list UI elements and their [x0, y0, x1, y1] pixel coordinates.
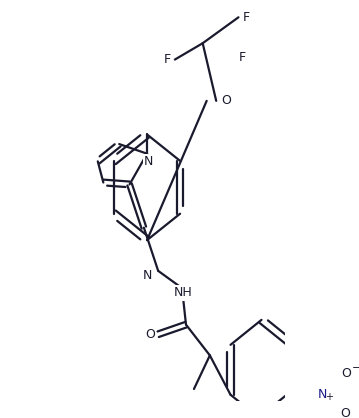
Text: N: N [143, 269, 152, 282]
Text: O: O [340, 408, 350, 418]
Text: NH: NH [174, 286, 193, 299]
Text: +: + [325, 392, 333, 402]
Text: N: N [144, 155, 153, 168]
Text: O: O [342, 367, 351, 380]
Text: F: F [163, 53, 171, 66]
Text: F: F [239, 51, 246, 64]
Text: O: O [221, 94, 231, 107]
Text: O: O [145, 328, 155, 341]
Text: −: − [351, 363, 359, 373]
Text: N: N [318, 388, 327, 401]
Text: F: F [243, 11, 250, 24]
